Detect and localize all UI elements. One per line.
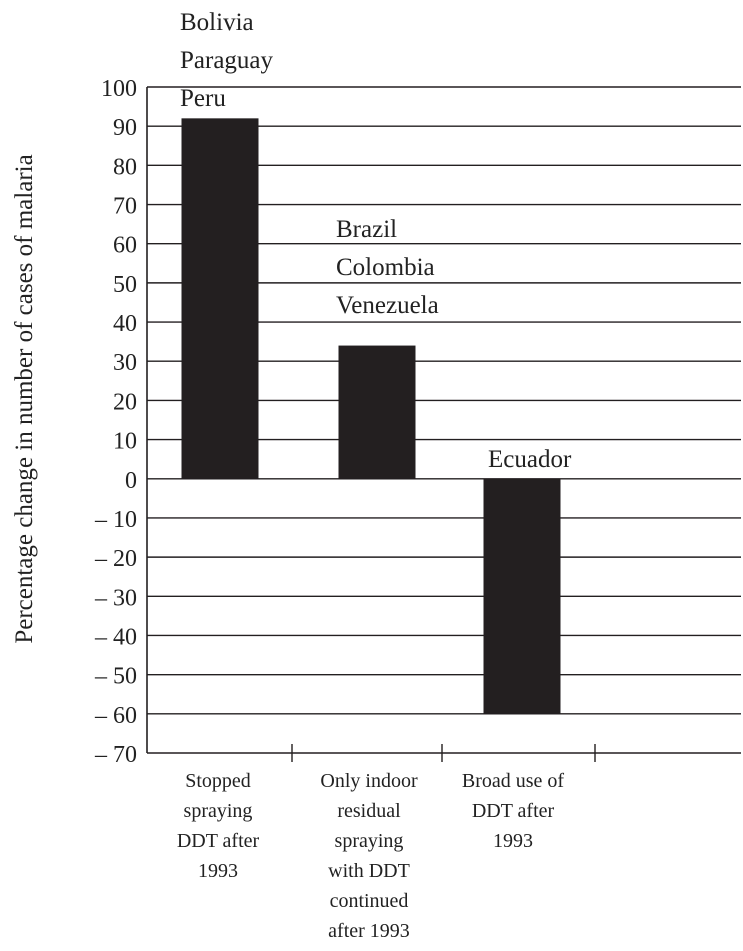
x-category-label: 1993 [198,860,238,882]
y-tick-label: – 60 [94,703,137,729]
y-tick-label: 50 [113,272,137,298]
y-tick-label: 20 [113,389,137,415]
x-category-labels: Stopped spraying DDT after 1993 Only indoor r… [177,770,565,942]
bar [338,345,416,479]
x-category-label: DDT after [472,800,555,822]
bar [483,478,561,714]
y-tick-label: – 10 [94,507,137,533]
x-category-label: with DDT [328,860,410,882]
y-tick-label: – 20 [94,546,137,572]
y-tick-label: 70 [113,194,137,220]
y-tick-label: 0 [125,468,137,494]
x-category-label: Stopped [185,770,251,792]
y-tick-label: – 30 [94,585,137,611]
y-tick-label: – 40 [94,624,137,650]
bar-country-label: Ecuador [488,446,572,473]
x-category-label: residual [337,800,401,822]
axes [146,87,596,762]
bar-country-labels: Bolivia Paraguay Peru Brazil Colombia Venezue… [180,9,572,473]
y-tick-label: 60 [113,233,137,259]
y-tick-label: – 50 [94,664,137,690]
y-tick-label: 10 [113,429,137,455]
x-category-label: spraying [335,830,404,852]
y-tick-label: – 70 [94,742,137,768]
x-category-label: after 1993 [328,920,410,942]
y-tick-label: 80 [113,154,137,180]
x-category-label: spraying [184,800,253,822]
x-category-label: Broad use of [462,770,565,792]
x-category-label: 1993 [493,830,533,852]
bar-country-label: Peru [180,85,226,112]
bar-country-label: Brazil [336,216,397,243]
bar-country-label: Bolivia [180,9,254,36]
x-category-label: DDT after [177,830,260,852]
bar [181,118,259,479]
bars [181,118,561,714]
y-axis-label: Percentage change in number of cases of … [11,154,38,643]
x-category-label: Only indoor [320,770,418,792]
y-tick-label: 30 [113,350,137,376]
x-category-label: continued [330,890,409,912]
y-tick-label: 40 [113,311,137,337]
y-tick-label: 100 [101,76,137,102]
bar-country-label: Colombia [336,254,435,281]
y-tick-label: 90 [113,115,137,141]
bar-country-label: Paraguay [180,47,274,74]
bar-country-label: Venezuela [336,292,439,319]
